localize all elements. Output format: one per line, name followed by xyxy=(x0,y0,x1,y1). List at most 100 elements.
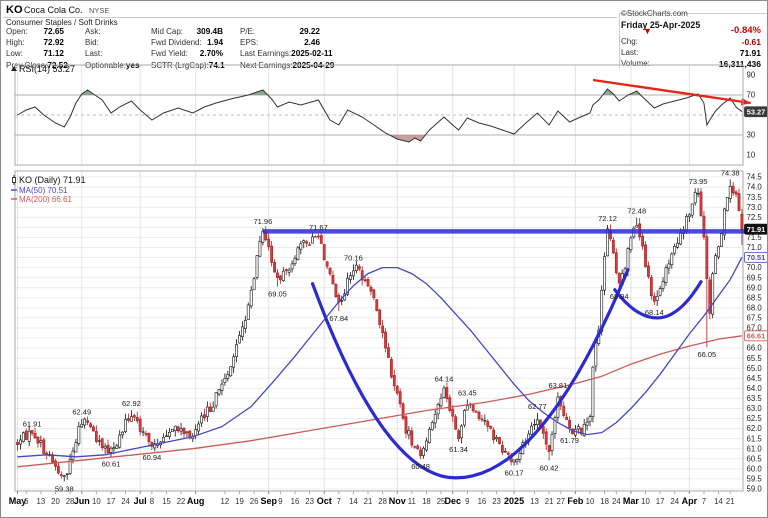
x-axis-week-label: 15 xyxy=(162,497,171,506)
price-annotation: 62.49 xyxy=(72,408,91,417)
x-axis-week-label: 10 xyxy=(641,497,650,506)
ma200-value-badge: 66.61 xyxy=(744,330,767,342)
price-axis-tick: 74.0 xyxy=(747,183,763,192)
quote-row: Last: xyxy=(85,49,103,59)
price-annotation: 70.16 xyxy=(344,253,363,262)
price-annotation: 60.48 xyxy=(411,462,430,471)
x-axis-week-label: 18 xyxy=(422,497,431,506)
x-axis-week-label: 10 xyxy=(586,497,595,506)
x-axis-week-label: 20 xyxy=(51,497,60,506)
rsi-panel-border xyxy=(14,64,744,166)
price-annotation: 68.94 xyxy=(610,292,629,301)
stats-block-border-top xyxy=(619,13,767,14)
price-annotation: 61.34 xyxy=(449,445,468,454)
price-axis-tick: 60.5 xyxy=(747,454,763,463)
price-axis-tick: 61.0 xyxy=(747,444,763,453)
header-divider xyxy=(3,17,617,18)
rsi-value-badge: 53.27 xyxy=(744,106,767,118)
ma50-line xyxy=(17,256,743,458)
rsi-axis-tick: 90 xyxy=(747,71,756,80)
x-axis-week-label: 8 xyxy=(150,497,154,506)
price-annotation: 64.14 xyxy=(435,375,454,384)
price-axis-tick: 59.0 xyxy=(747,485,763,494)
x-axis-month-label: Mar xyxy=(623,496,640,506)
rsi-overbought-fill xyxy=(81,90,95,95)
x-axis-month-label: Jul xyxy=(134,496,147,506)
x-axis-week-label: 28 xyxy=(378,497,387,506)
price-axis-tick: 69.0 xyxy=(747,283,763,292)
ticker-symbol[interactable]: KO xyxy=(6,4,23,16)
x-axis-week-label: 28 xyxy=(66,497,75,506)
ma200-line xyxy=(17,335,742,468)
x-axis-week-label: 6 xyxy=(24,497,28,506)
price-annotation: 60.42 xyxy=(540,463,559,472)
x-axis-week-label: 23 xyxy=(305,497,314,506)
quote-row: Bid: xyxy=(85,38,99,48)
company-name: Coca Cola Co. xyxy=(24,5,83,15)
cup-annotation[interactable] xyxy=(310,268,630,480)
price-axis-tick: 67.0 xyxy=(747,324,763,333)
price-axis-tick: 68.5 xyxy=(747,293,763,302)
price-annotation: 72.48 xyxy=(627,207,646,216)
rsi-oversold-fill xyxy=(389,135,426,142)
x-axis-month-label: Oct xyxy=(317,496,332,506)
volume-row: Volume: 16,311,436 xyxy=(621,59,761,69)
x-axis-month-label: Nov xyxy=(389,496,406,506)
price-annotation: 60.17 xyxy=(505,468,524,477)
price-axis-tick: 61.5 xyxy=(747,434,763,443)
price-axis-tick: 62.0 xyxy=(747,424,763,433)
rsi-trendline[interactable] xyxy=(592,78,751,105)
x-axis-week-label: 14 xyxy=(349,497,358,506)
quote-row: Low: 71.12 xyxy=(6,49,64,59)
price-annotation: 66.05 xyxy=(697,350,716,359)
quote-date: Friday 25-Apr-2025 xyxy=(621,20,701,30)
price-axis-tick: 65.5 xyxy=(747,354,763,363)
chg-row: Chg: -0.61 xyxy=(621,37,761,47)
price-annotation: 63.81 xyxy=(548,381,567,390)
quote-row: Fwd Yield: 2.70% xyxy=(151,49,223,59)
volume-value: 16,311,436 xyxy=(718,59,761,69)
rsi-overbought-fill xyxy=(602,89,615,95)
handle-annotation[interactable] xyxy=(613,280,703,320)
watermark: ©StockCharts.com xyxy=(621,9,688,18)
price-axis-tick: 68.0 xyxy=(747,303,763,312)
price-annotation: 72.12 xyxy=(598,214,617,223)
x-axis-week-label: 13 xyxy=(530,497,539,506)
last-price-badge: 71.91 xyxy=(744,223,767,235)
quote-row: Last Earnings: 2025-02-11 xyxy=(240,49,333,59)
rsi-axis-tick: 70 xyxy=(747,91,756,100)
price-axis-tick: 72.5 xyxy=(747,213,763,222)
price-axis-tick: 65.0 xyxy=(747,364,763,373)
price-annotation: 74.38 xyxy=(721,168,740,177)
x-axis-week-label: 16 xyxy=(291,497,300,506)
rsi-legend-label: RSI(14) 53.27 xyxy=(19,64,75,74)
rsi-axis-tick: 10 xyxy=(747,151,756,160)
x-axis-week-label: 16 xyxy=(478,497,487,506)
x-axis-week-label: 19 xyxy=(235,497,244,506)
x-axis-week-label: 17 xyxy=(656,497,665,506)
x-axis-month-label: Sep xyxy=(260,496,277,506)
price-axis-tick: 69.5 xyxy=(747,273,763,282)
gridlines xyxy=(15,65,743,491)
x-axis-week-label: 24 xyxy=(121,497,130,506)
x-axis-week-label: 9 xyxy=(465,497,469,506)
price-axis-tick: 64.5 xyxy=(747,374,763,383)
sector-label: Consumer Staples / Soft Drinks xyxy=(6,18,118,27)
x-axis-month-label: 2025 xyxy=(504,496,524,506)
x-axis-week-label: 11 xyxy=(408,497,416,506)
price-axis-tick: 60.0 xyxy=(747,464,763,473)
rsi-legend: RSI(14) 53.27 xyxy=(11,64,75,74)
price-legend-label: KO (Daily) 71.91 xyxy=(19,175,86,185)
price-annotation: 62.77 xyxy=(528,402,547,411)
x-axis-week-label: 12 xyxy=(221,497,230,506)
rsi-line xyxy=(17,88,743,143)
price-axis-tick: 67.5 xyxy=(747,314,763,323)
x-axis-week-label: 13 xyxy=(37,497,46,506)
quote-row: Fwd Dividend: 1.94 xyxy=(151,38,223,48)
x-axis-month-label: Aug xyxy=(187,496,205,506)
price-annotation: 62.92 xyxy=(122,399,141,408)
price-axis-tick: 64.0 xyxy=(747,384,763,393)
